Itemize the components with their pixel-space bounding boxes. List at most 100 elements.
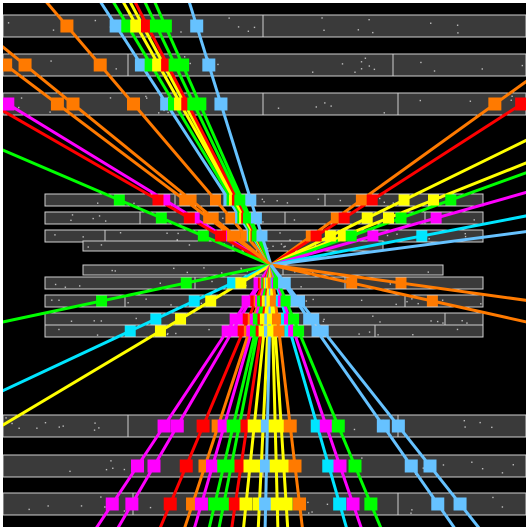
hit-dot — [173, 267, 175, 270]
hit-dot — [115, 68, 117, 70]
track-hit-marker — [431, 497, 445, 511]
hit-dot — [469, 100, 472, 102]
track-hit-marker — [345, 230, 357, 242]
track-hit-marker — [245, 194, 257, 206]
track-hit-marker — [453, 497, 467, 511]
track-hit-marker — [127, 97, 141, 111]
track-hit-marker — [60, 19, 74, 33]
track-hit-marker — [279, 277, 291, 289]
hit-dot — [420, 61, 422, 64]
hit-dot — [311, 511, 313, 513]
hit-dot — [111, 269, 113, 272]
hit-dot — [145, 95, 147, 98]
track-hit-marker — [124, 325, 136, 337]
hit-dot — [272, 245, 274, 248]
track-hit-marker — [346, 277, 358, 289]
particle-track — [3, 45, 272, 267]
hit-dot — [100, 244, 103, 246]
track-hit-marker — [259, 497, 273, 511]
hit-dot — [18, 427, 20, 429]
track-hit-marker — [234, 313, 246, 325]
hit-dot — [222, 217, 224, 219]
hit-dot — [82, 236, 84, 238]
track-hit-marker — [147, 459, 161, 473]
track-hit-marker — [348, 459, 362, 473]
hit-dot — [36, 427, 38, 429]
track-hit-marker — [322, 459, 336, 473]
hit-dot — [293, 219, 296, 221]
track-hit-marker — [188, 295, 200, 307]
hit-dot — [463, 419, 466, 422]
hit-dot — [167, 332, 169, 335]
hit-dot — [18, 106, 20, 109]
track-hit-marker — [330, 212, 342, 224]
hit-dot — [104, 220, 107, 222]
hit-dot — [266, 247, 269, 250]
particle-track — [269, 264, 290, 527]
hit-dot — [492, 496, 494, 499]
hit-dot — [396, 233, 398, 235]
hit-dot — [353, 428, 356, 431]
track-hit-marker — [203, 212, 215, 224]
hit-dot — [436, 320, 439, 323]
track-hit-marker — [163, 497, 177, 511]
particle-track — [230, 264, 273, 527]
hit-dot — [127, 302, 129, 304]
hit-dot — [442, 322, 444, 324]
track-hit-marker — [3, 58, 13, 72]
hit-dot — [501, 472, 504, 474]
track-hit-marker — [271, 313, 283, 325]
track-hit-marker — [288, 459, 302, 473]
track-hit-marker — [367, 230, 379, 242]
hit-dot — [428, 238, 430, 240]
hit-dot — [521, 64, 524, 67]
hit-dot — [305, 300, 308, 302]
particle-track — [183, 264, 273, 527]
track-hit-marker — [426, 295, 438, 307]
hit-dot — [100, 320, 103, 322]
particle-track — [270, 263, 526, 324]
hit-dot — [360, 299, 363, 302]
hit-dot — [146, 97, 148, 99]
hit-dot — [501, 506, 504, 508]
hit-dot — [406, 300, 408, 303]
hit-dot — [70, 320, 73, 322]
track-hit-marker — [93, 58, 107, 72]
hit-dot — [314, 244, 317, 246]
hit-dot — [92, 217, 94, 220]
track-hit-marker — [131, 459, 144, 473]
hit-dot — [284, 245, 286, 248]
hit-dot — [96, 334, 99, 336]
hit-dot — [491, 426, 493, 429]
track-hit-marker — [157, 419, 171, 433]
particle-track — [263, 264, 273, 527]
track-hit-marker — [488, 97, 502, 111]
track-hit-marker — [361, 212, 373, 224]
hit-dot — [167, 96, 170, 99]
particle-track — [3, 148, 272, 267]
track-hit-marker — [366, 194, 378, 206]
track-hit-marker — [196, 419, 210, 433]
track-hit-marker — [179, 194, 191, 206]
track-hit-marker — [66, 97, 80, 111]
hit-dot — [176, 239, 178, 241]
hit-dot — [211, 280, 213, 283]
hit-dot — [360, 61, 363, 63]
hit-dot — [479, 421, 481, 424]
track-hit-marker — [239, 497, 253, 511]
track-hit-marker — [243, 459, 257, 473]
hit-dot — [58, 299, 60, 301]
hit-dot — [78, 285, 81, 287]
track-hit-marker — [190, 19, 204, 33]
hit-dot — [383, 201, 386, 203]
track-hit-marker — [209, 194, 221, 206]
hit-dot — [456, 328, 459, 331]
hit-dot — [98, 427, 100, 429]
hit-dot — [430, 22, 432, 24]
track-hit-marker — [430, 212, 442, 224]
track-hit-marker — [113, 194, 125, 206]
particle-track — [116, 264, 273, 527]
hit-dot — [71, 214, 74, 216]
track-hit-marker — [175, 313, 187, 325]
